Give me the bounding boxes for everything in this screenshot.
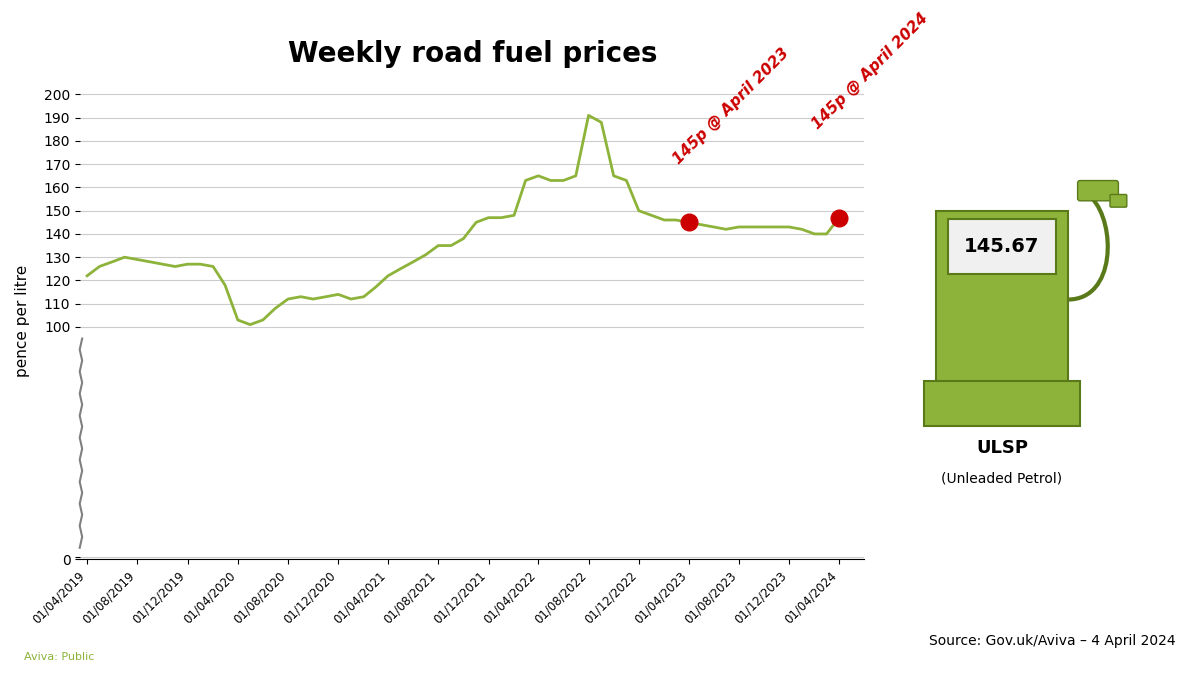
Text: 145p @ April 2023: 145p @ April 2023 — [670, 46, 792, 167]
Text: 145.67: 145.67 — [965, 237, 1039, 256]
FancyBboxPatch shape — [936, 211, 1068, 388]
Title: Weekly road fuel prices: Weekly road fuel prices — [288, 40, 658, 68]
Text: 145p @ April 2024: 145p @ April 2024 — [810, 11, 931, 132]
Text: (Unleaded Petrol): (Unleaded Petrol) — [942, 472, 1062, 485]
Text: ULSP: ULSP — [976, 439, 1028, 457]
Y-axis label: pence per litre: pence per litre — [14, 265, 30, 377]
FancyBboxPatch shape — [1078, 181, 1118, 201]
FancyBboxPatch shape — [1110, 194, 1127, 207]
FancyBboxPatch shape — [924, 381, 1080, 426]
FancyBboxPatch shape — [948, 219, 1056, 274]
Text: Aviva: Public: Aviva: Public — [24, 651, 95, 662]
Text: Source: Gov.uk/Aviva – 4 April 2024: Source: Gov.uk/Aviva – 4 April 2024 — [929, 634, 1176, 648]
